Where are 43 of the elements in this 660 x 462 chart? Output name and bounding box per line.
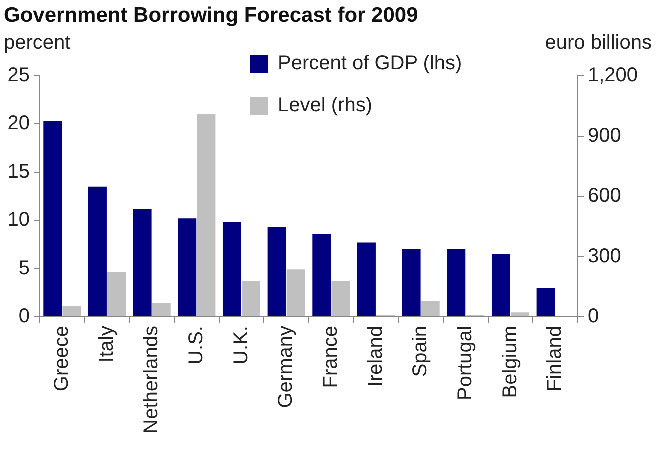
y2-axis-title: euro billions bbox=[545, 32, 652, 55]
bar bbox=[511, 312, 530, 316]
y2-tick-label: 600 bbox=[588, 185, 622, 208]
bar bbox=[447, 250, 466, 316]
bar bbox=[312, 234, 332, 316]
chart-title: Government Borrowing Forecast for 2009 bbox=[4, 4, 418, 28]
bar bbox=[152, 304, 171, 316]
legend-label: Level (rhs) bbox=[278, 94, 372, 117]
x-tick-label: Greece bbox=[50, 326, 73, 392]
x-tick-label: Belgium bbox=[499, 326, 522, 398]
bar bbox=[357, 242, 376, 316]
x-tick-label: U.S. bbox=[185, 326, 208, 365]
bar bbox=[197, 114, 216, 316]
x-tick-label: Germany bbox=[275, 326, 298, 408]
x-tick-label: Finland bbox=[544, 326, 566, 392]
y-tick-label: 0 bbox=[18, 306, 30, 328]
y-axis-title: percent bbox=[4, 32, 71, 55]
y-tick-label: 15 bbox=[8, 160, 30, 183]
bar bbox=[222, 222, 242, 316]
x-tick-label: Ireland bbox=[364, 326, 387, 388]
y-tick-label: 25 bbox=[8, 64, 30, 87]
x-tick-label: Italy bbox=[96, 326, 118, 363]
x-tick-label: Netherlands bbox=[140, 326, 163, 434]
bar bbox=[44, 121, 62, 316]
bar bbox=[421, 301, 440, 316]
y2-tick-label: 1,200 bbox=[588, 64, 638, 87]
x-tick-label: France bbox=[320, 326, 342, 388]
y-tick-label: 10 bbox=[8, 209, 30, 232]
y2-tick-label: 900 bbox=[588, 124, 622, 147]
bar bbox=[536, 288, 556, 316]
legend-label: Percent of GDP (lhs) bbox=[278, 52, 462, 75]
x-tick-label: Portugal bbox=[454, 326, 476, 400]
x-tick-label: Spain bbox=[410, 326, 432, 378]
y-tick-label: 20 bbox=[8, 112, 30, 135]
bar bbox=[88, 186, 107, 316]
bar bbox=[402, 250, 421, 316]
x-tick-label: U.K. bbox=[230, 326, 252, 365]
bar bbox=[492, 254, 510, 316]
y-tick-label: 5 bbox=[18, 257, 30, 280]
bar bbox=[62, 306, 82, 316]
y2-tick-label: 0 bbox=[588, 306, 600, 328]
bar bbox=[133, 209, 152, 316]
y2-tick-label: 300 bbox=[588, 245, 622, 268]
